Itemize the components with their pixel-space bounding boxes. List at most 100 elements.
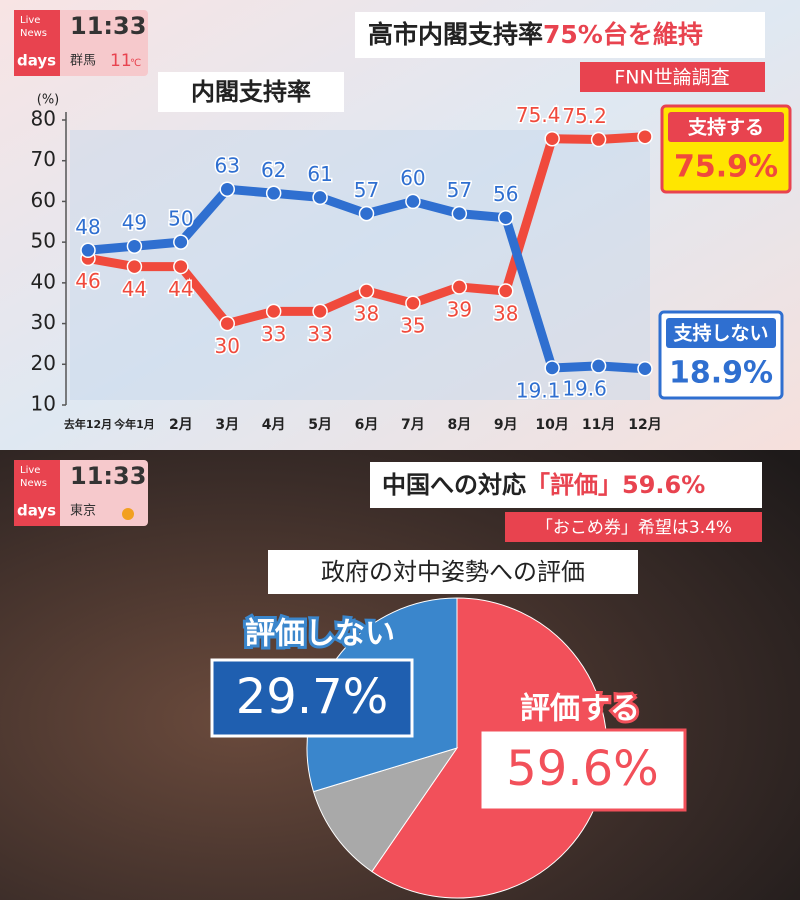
brand-logo bbox=[14, 460, 60, 526]
data-point bbox=[312, 189, 328, 206]
data-point bbox=[219, 181, 235, 197]
y-tick-label: 50 bbox=[31, 229, 56, 253]
subheadline: 「おこめ券」希望は3.4% bbox=[536, 518, 732, 538]
data-label: 48 bbox=[75, 215, 100, 239]
data-point bbox=[637, 361, 653, 377]
headline: 高市内閣支持率75%台を維持 bbox=[368, 20, 703, 49]
chart-title-box bbox=[268, 550, 638, 594]
headline-part: 高市内閣支持率 bbox=[368, 20, 543, 49]
data-point bbox=[544, 130, 560, 147]
slice-name: 評価しない bbox=[245, 617, 395, 652]
data-label: 57 bbox=[447, 178, 472, 202]
data-point bbox=[126, 238, 143, 254]
headline-part: 「評価」59.6% bbox=[526, 471, 705, 499]
y-tick-label: 20 bbox=[31, 351, 56, 375]
data-label: 44 bbox=[168, 277, 193, 301]
callout-value: 75.9% bbox=[674, 150, 778, 185]
location: 東京 bbox=[70, 503, 96, 519]
value-label: 59.6% bbox=[506, 741, 658, 797]
data-label: 61 bbox=[307, 162, 332, 186]
data-point bbox=[219, 315, 235, 332]
data-label: 44 bbox=[122, 277, 147, 301]
brand-text: days bbox=[17, 52, 56, 70]
x-tick-label: 2月 bbox=[169, 417, 193, 433]
data-point bbox=[312, 303, 328, 320]
data-label: 19.1 bbox=[516, 378, 561, 402]
data-point bbox=[358, 205, 375, 222]
y-tick-label: 80 bbox=[31, 107, 56, 131]
data-point bbox=[173, 258, 189, 275]
data-label: 46 bbox=[75, 269, 100, 293]
x-tick-label: 7月 bbox=[401, 417, 425, 433]
location: 群馬 bbox=[70, 54, 96, 69]
data-label: 19.6 bbox=[562, 376, 607, 400]
brand-logo bbox=[14, 10, 60, 44]
data-label: 63 bbox=[215, 154, 240, 178]
x-tick-label: 8月 bbox=[447, 417, 471, 433]
value-box bbox=[478, 728, 687, 812]
data-point bbox=[498, 283, 514, 299]
brand-text: Live bbox=[20, 465, 40, 476]
data-label: 60 bbox=[400, 166, 425, 190]
data-point bbox=[544, 360, 560, 376]
y-tick-label: 40 bbox=[31, 269, 56, 293]
callout-band bbox=[668, 112, 784, 142]
data-label: 75.4 bbox=[516, 103, 561, 127]
legend-label: 支持しない bbox=[672, 322, 768, 345]
x-tick-label: 6月 bbox=[355, 417, 379, 433]
x-tick-label: 9月 bbox=[494, 417, 518, 433]
temperature-unit: ℃ bbox=[130, 58, 141, 69]
y-tick-label: 30 bbox=[31, 310, 56, 334]
subheadline-box bbox=[505, 512, 762, 542]
x-tick-label: 10月 bbox=[535, 417, 568, 433]
legend-label: 支持する bbox=[687, 116, 764, 139]
brand-logo bbox=[14, 44, 60, 76]
x-tick-label: 4月 bbox=[262, 417, 286, 433]
y-tick-label: 70 bbox=[31, 147, 56, 171]
data-point bbox=[265, 185, 282, 202]
value-label: 29.7% bbox=[236, 669, 388, 725]
brand-text: Live bbox=[20, 15, 40, 26]
callout-value: 18.9% bbox=[669, 356, 773, 391]
data-label: 33 bbox=[261, 322, 286, 346]
data-point bbox=[265, 303, 282, 320]
slice-name: 評価する bbox=[520, 692, 640, 727]
data-point bbox=[80, 242, 96, 259]
data-point bbox=[637, 128, 653, 145]
data-label: 33 bbox=[307, 322, 332, 346]
data-point bbox=[405, 295, 421, 311]
data-point bbox=[451, 279, 468, 295]
data-label: 56 bbox=[493, 182, 518, 206]
headline-box bbox=[355, 12, 765, 58]
data-label: 49 bbox=[122, 211, 147, 235]
data-label: 38 bbox=[354, 302, 379, 326]
source-box bbox=[580, 62, 765, 92]
data-point bbox=[126, 258, 143, 275]
chart-title: 政府の対中姿勢への評価 bbox=[321, 558, 585, 586]
headline-part: 中国への対応 bbox=[382, 471, 526, 499]
weather-icon bbox=[122, 508, 134, 520]
chart-title: 内閣支持率 bbox=[191, 78, 311, 106]
temperature: 11 bbox=[110, 51, 132, 71]
data-label: 62 bbox=[261, 158, 286, 182]
data-label: 75.2 bbox=[562, 104, 607, 128]
x-tick-label: 12月 bbox=[628, 417, 661, 433]
y-tick-label: 60 bbox=[31, 188, 56, 212]
source: FNN世論調査 bbox=[614, 67, 729, 89]
data-label: 35 bbox=[400, 314, 425, 338]
data-point bbox=[173, 234, 189, 250]
callout-band bbox=[666, 318, 776, 348]
x-tick-label: 5月 bbox=[308, 417, 332, 433]
data-label: 39 bbox=[447, 297, 472, 321]
data-point bbox=[451, 205, 468, 222]
data-point bbox=[358, 283, 375, 299]
headline: 中国への対応「評価」59.6% bbox=[382, 471, 705, 499]
data-point bbox=[590, 131, 607, 148]
brand-text: days bbox=[17, 502, 56, 520]
y-tick-label: 10 bbox=[31, 392, 56, 416]
chart-title-box bbox=[158, 72, 344, 112]
data-label: 50 bbox=[168, 207, 193, 231]
headline-box bbox=[370, 462, 762, 508]
data-label: 57 bbox=[354, 178, 379, 202]
